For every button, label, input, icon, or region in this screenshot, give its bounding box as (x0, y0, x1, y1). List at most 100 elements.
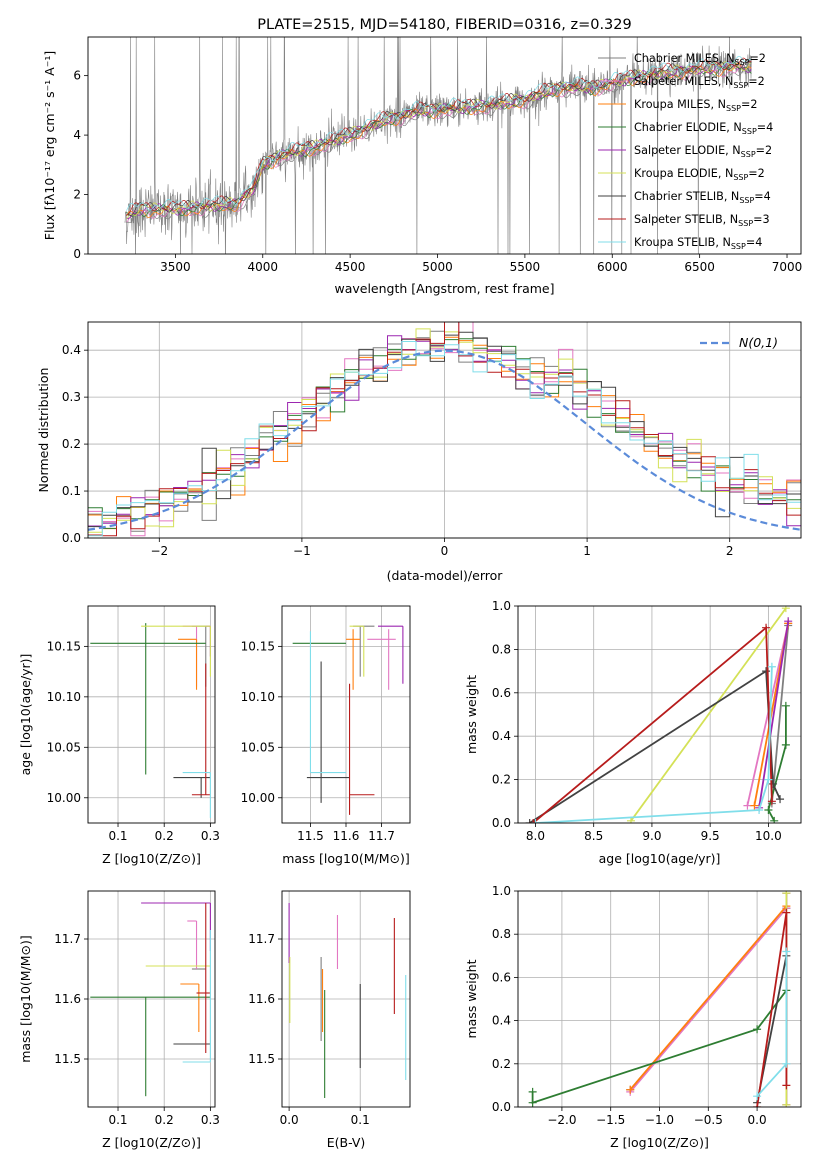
x-tick-label: −1.0 (645, 1113, 674, 1127)
x-axis-label: E(B-V) (327, 1135, 366, 1150)
legend-entry-prefix: Chabrier ELODIE, N (634, 121, 742, 134)
y-tick-label: 1.0 (492, 599, 511, 613)
massweight-line-salpeter_stelib (756, 912, 788, 1107)
y-axis-label: Flux [fλ10⁻¹⁷ erg cm⁻² s⁻¹ A⁻¹] (42, 51, 57, 240)
legend-entry-sub: SSP (733, 81, 748, 90)
legend-entry-prefix: Chabrier MILES, N (634, 52, 734, 65)
x-tick-label: −2 (150, 544, 168, 558)
x-tick-label: 0.0 (748, 1113, 767, 1127)
y-tick-label: 10.05 (241, 740, 275, 754)
axes-frame (87, 36, 802, 255)
x-axis-label: wavelength [Angstrom, rest frame] (334, 281, 554, 296)
legend-entry-normal: N(0,1) (739, 335, 778, 350)
y-tick-label: 10.05 (47, 740, 81, 754)
legend-entry-chabrier_elodie: Chabrier ELODIE, NSSP=4 (634, 121, 773, 136)
plot-area (528, 891, 791, 1107)
massweight-marker-salpeter_elodie (784, 617, 793, 626)
y-axis-label: mass weight (464, 959, 479, 1038)
legend-entry-sub: SSP (726, 104, 741, 113)
y-tick-label: 11.5 (54, 1052, 81, 1066)
x-tick-label: −1 (293, 544, 311, 558)
x-axis-label: mass [log10(M/M⊙)] (282, 851, 410, 866)
x-tick-label: 1 (583, 544, 591, 558)
y-tick-label: 11.6 (248, 992, 275, 1006)
age-vs-mass-panel: 11.5 11.6 11.7 10.00 10.05 10.10 10.15 mass [lo… (241, 605, 411, 866)
legend-entry-kroupa_stelib: Kroupa STELIB, NSSP=4 (634, 236, 762, 251)
x-axis-label: age [log10(age/yr)] (599, 851, 721, 866)
massweight-marker-kroupa_stelib (767, 662, 776, 671)
x-tick-label: −2.0 (547, 1113, 576, 1127)
legend-entry-suffix: =4 (754, 190, 771, 203)
massweight-line-chabrier_stelib (529, 669, 781, 823)
x-tick-label: 11.6 (333, 829, 360, 843)
massweight-marker-chabrier_stelib (525, 819, 534, 823)
legend-entry-kroupa_miles: Kroupa MILES, NSSP=2 (634, 98, 757, 113)
x-tick-label: 0 (441, 544, 449, 558)
x-tick-label: −0.5 (694, 1113, 723, 1127)
y-tick-label: 10.00 (241, 791, 275, 805)
massweight-line-chabrier_miles (771, 625, 790, 804)
massweight-marker-chabrier_stelib (769, 779, 778, 788)
massweight-marker-chabrier_elodie (781, 740, 790, 749)
y-tick-label: 0.4 (62, 343, 81, 357)
massweight-marker-kroupa_stelib (782, 947, 791, 956)
massweight-marker-chabrier_elodie (753, 1025, 762, 1034)
legend-entry-sub: SSP (739, 196, 754, 205)
legend-entry-prefix: Kroupa ELODIE, N (634, 167, 733, 180)
x-axis-label: Z [log10(Z/Z⊙)] (102, 1135, 201, 1150)
y-tick-label: 6 (73, 69, 81, 83)
x-tick-label: 11.5 (297, 829, 324, 843)
x-tick-label: 6000 (597, 260, 628, 274)
spectrum-panel: 3500 4000 4500 5000 5500 6000 6500 7000 0 2 4 6 PLAT… (42, 17, 802, 296)
model-spectrum-kroupa_miles (126, 62, 752, 218)
plot-area (90, 902, 211, 1097)
x-tick-label: 6500 (684, 260, 715, 274)
y-tick-label: 0.8 (492, 927, 511, 941)
legend-entry-suffix: =2 (748, 75, 765, 88)
massweight-marker-chabrier_elodie (781, 701, 790, 710)
massweight-marker-chabrier_elodie (528, 1098, 537, 1107)
plot-area (88, 322, 801, 537)
legend-entry-sub: SSP (731, 242, 746, 251)
x-tick-label: 9.0 (642, 829, 661, 843)
y-tick-label: 0.2 (492, 773, 511, 787)
y-axis-label: Normed distribution (36, 368, 51, 493)
x-tick-label: −1.5 (596, 1113, 625, 1127)
massweight-vs-age-panel: 8.0 8.5 9.0 9.5 10.0 0.0 0.2 0.4 0.6 0.8 1.0 age [l… (464, 599, 802, 866)
y-tick-label: 2 (73, 188, 81, 202)
massweight-marker-chabrier_elodie (528, 1087, 537, 1096)
legend-entry-sub: SSP (734, 58, 749, 67)
legend-entry-salpeter_elodie: Salpeter ELODIE, NSSP=2 (634, 144, 772, 159)
x-tick-label: 0.2 (155, 1113, 174, 1127)
legend-entry-salpeter_miles: Salpeter MILES, NSSP=2 (634, 75, 765, 90)
legend-entry-sub: SSP (738, 219, 753, 228)
y-tick-label: 0 (73, 247, 81, 261)
legend-entry-suffix: =2 (748, 167, 765, 180)
massweight-line-kroupa_elodie (630, 607, 787, 822)
legend-entry-salpeter_stelib: Salpeter STELIB, NSSP=3 (634, 213, 770, 228)
x-tick-label: 4000 (247, 260, 278, 274)
legend-entry-prefix: Kroupa MILES, N (634, 98, 726, 111)
massweight-marker-kroupa_stelib (782, 1059, 791, 1068)
y-axis-label: mass weight (464, 675, 479, 754)
legend-entry-prefix: Kroupa STELIB, N (634, 236, 731, 249)
legend-entry-prefix: Salpeter MILES, N (634, 75, 733, 88)
massweight-line-kroupa_stelib (535, 666, 773, 823)
legend-entry-sub: SSP (742, 127, 757, 136)
legend-entry-suffix: =2 (756, 144, 773, 157)
x-tick-label: 10.0 (755, 829, 782, 843)
y-tick-label: 4 (73, 128, 81, 142)
x-tick-label: 9.5 (701, 829, 720, 843)
y-tick-label: 0.0 (492, 816, 511, 830)
x-axis-label: Z [log10(Z/Z⊙)] (102, 851, 201, 866)
residual-panel: −2 −1 0 1 2 0.0 0.1 0.2 0.3 0.4 (data-model)/error… (36, 321, 802, 583)
model-spectrum-chabrier_miles (126, 66, 752, 224)
y-tick-label: 11.7 (54, 932, 81, 946)
massweight-marker-kroupa_elodie (781, 606, 790, 613)
y-tick-label: 0.4 (492, 729, 511, 743)
x-tick-label: 8.5 (584, 829, 603, 843)
axes-frame (517, 605, 802, 824)
y-tick-label: 10.10 (241, 690, 275, 704)
legend-entry-suffix: =4 (746, 236, 763, 249)
model-spectrum-kroupa_stelib (126, 55, 752, 211)
